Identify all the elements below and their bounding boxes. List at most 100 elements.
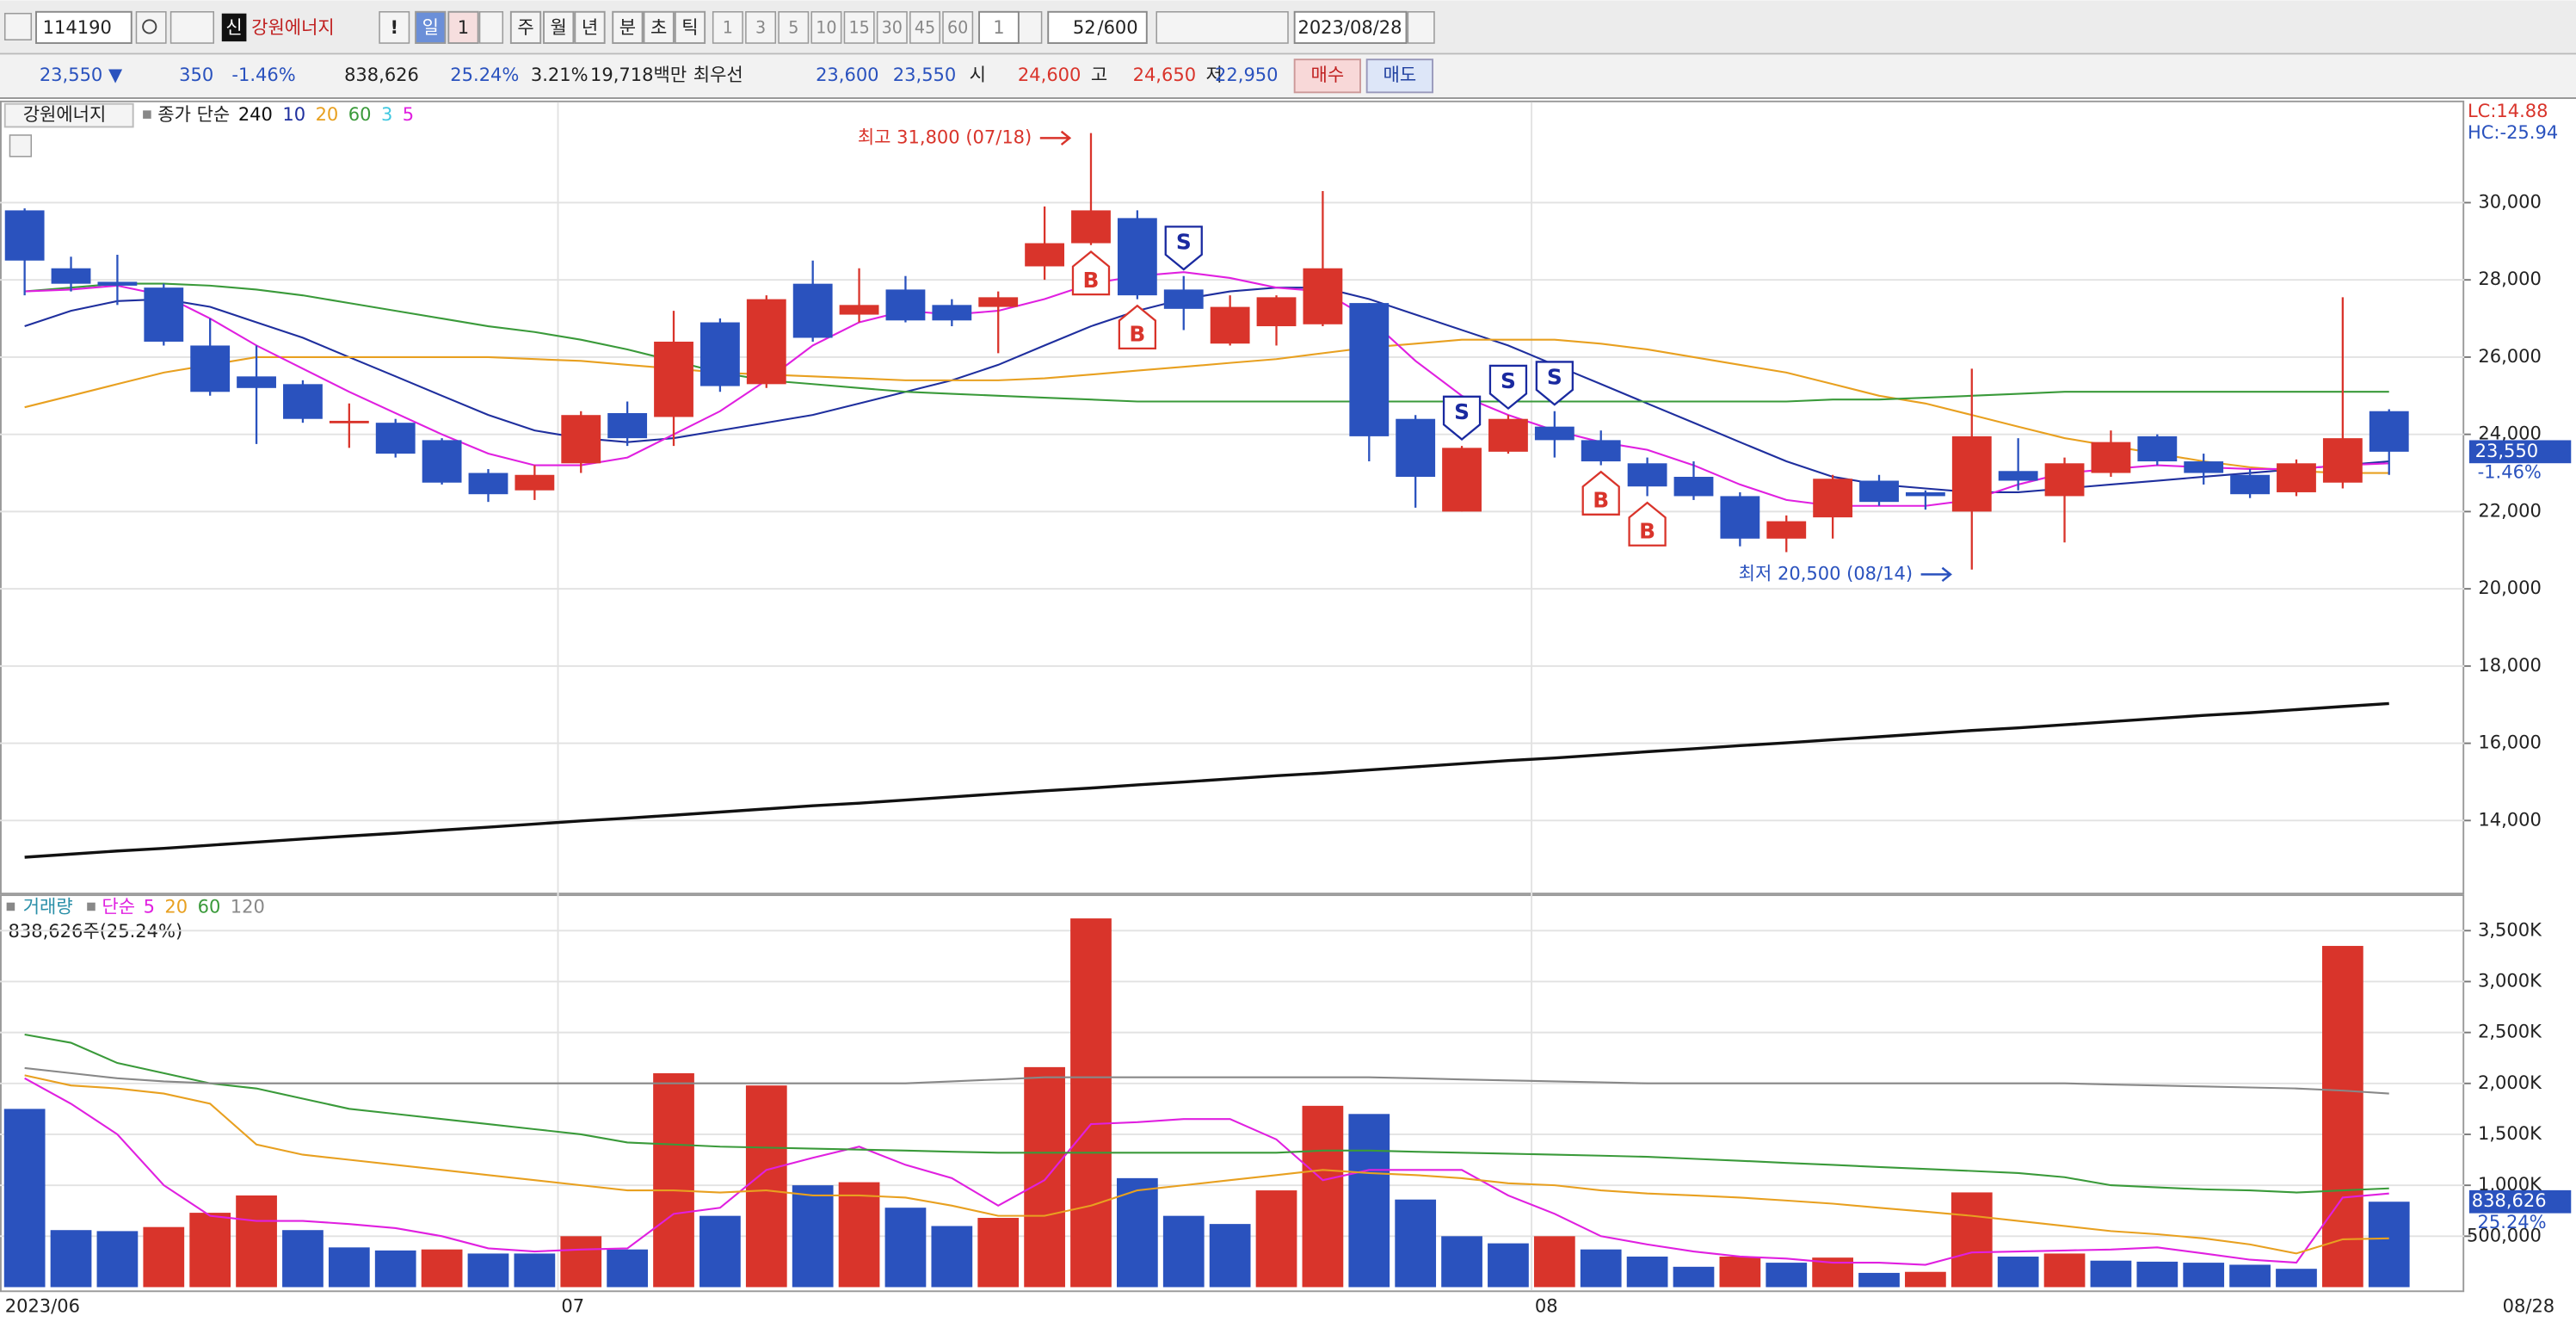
signal-marker: B bbox=[1628, 501, 1667, 547]
unit-input[interactable] bbox=[978, 10, 1020, 45]
interval-button[interactable] bbox=[909, 11, 940, 44]
sound-button[interactable] bbox=[169, 11, 214, 44]
candle-body bbox=[561, 415, 601, 464]
period-button[interactable] bbox=[574, 10, 606, 45]
tool-icons[interactable] bbox=[1156, 11, 1289, 44]
volume-bar bbox=[2321, 946, 2363, 1288]
date-input[interactable] bbox=[1293, 10, 1408, 45]
interval-button[interactable] bbox=[745, 11, 777, 44]
volume-bar bbox=[1162, 1215, 1205, 1288]
alert-button[interactable] bbox=[379, 11, 410, 44]
interval-button[interactable] bbox=[712, 11, 743, 44]
interval-button[interactable] bbox=[843, 11, 875, 44]
candle-body bbox=[1905, 491, 1945, 497]
signal-text: B bbox=[1639, 518, 1655, 543]
candle-body bbox=[1442, 448, 1482, 512]
volume-bar bbox=[1673, 1266, 1715, 1288]
candle-body bbox=[2322, 438, 2363, 483]
volume-bar bbox=[1766, 1263, 1808, 1288]
table-button[interactable] bbox=[9, 134, 33, 158]
price-pane bbox=[0, 100, 2465, 895]
candle-body bbox=[1720, 496, 1760, 539]
candle-body bbox=[1534, 426, 1575, 441]
interval-text: 15 bbox=[848, 17, 869, 37]
candle-body bbox=[283, 384, 323, 419]
signal-shape bbox=[1118, 304, 1157, 350]
volume-bar bbox=[374, 1250, 416, 1288]
interval-button[interactable] bbox=[810, 11, 842, 44]
candle-body bbox=[607, 412, 648, 439]
interval-button[interactable] bbox=[778, 11, 810, 44]
candle-body bbox=[51, 268, 91, 284]
credit-badge bbox=[221, 13, 247, 42]
volume-bar bbox=[2090, 1260, 2132, 1288]
code-input[interactable] bbox=[35, 10, 132, 45]
menu-button[interactable] bbox=[3, 12, 33, 40]
count-text: 52 bbox=[1073, 17, 1096, 38]
date-text: 2023/08/28 bbox=[1297, 17, 1402, 38]
legend-entry: 20 bbox=[316, 104, 339, 125]
volume-bar bbox=[1858, 1272, 1900, 1288]
candle-body bbox=[1163, 289, 1204, 309]
candle-body bbox=[746, 299, 786, 385]
signal-shape bbox=[1164, 225, 1203, 271]
period-button[interactable] bbox=[447, 10, 479, 45]
volume-bar bbox=[1626, 1256, 1668, 1288]
last-price-box bbox=[2468, 440, 2572, 464]
candle-body bbox=[1673, 477, 1714, 497]
candle-body bbox=[1025, 243, 1065, 267]
period-text: 틱 bbox=[681, 17, 698, 38]
candle-body bbox=[1303, 268, 1343, 324]
volume-bar bbox=[467, 1253, 509, 1288]
volume-bar bbox=[282, 1230, 324, 1288]
volume-bar bbox=[1024, 1066, 1065, 1288]
candle-body bbox=[1210, 306, 1250, 344]
candle-body bbox=[468, 473, 508, 495]
signal-shape bbox=[1488, 364, 1528, 411]
volume-title: 거래량 bbox=[23, 896, 73, 917]
candle-body bbox=[1256, 297, 1297, 327]
interval-button[interactable] bbox=[876, 11, 908, 44]
volume-bar bbox=[514, 1253, 556, 1288]
candle-body bbox=[515, 474, 555, 491]
ma-line bbox=[24, 1077, 2389, 1266]
buy-button[interactable] bbox=[1293, 59, 1361, 94]
sell-text: 매도 bbox=[1384, 65, 1417, 85]
legend-icon bbox=[87, 902, 96, 911]
unit-dropdown[interactable] bbox=[1018, 11, 1043, 44]
open: 24,600 bbox=[1018, 65, 1081, 85]
volume-bar bbox=[2229, 1264, 2271, 1288]
candle-body bbox=[1396, 418, 1436, 478]
volume-bar bbox=[607, 1249, 649, 1288]
candle-body bbox=[2091, 442, 2131, 473]
period-button[interactable] bbox=[509, 10, 542, 45]
volume-bar bbox=[2043, 1253, 2086, 1288]
period-button[interactable] bbox=[612, 10, 644, 45]
period-button[interactable] bbox=[543, 10, 575, 45]
period-button[interactable] bbox=[674, 10, 706, 45]
period-text: 일 bbox=[422, 17, 439, 38]
volume-bar bbox=[1719, 1256, 1761, 1288]
candle-body bbox=[2184, 461, 2224, 473]
signal-shape bbox=[1581, 470, 1620, 516]
period-dropdown[interactable] bbox=[478, 11, 504, 44]
interval-button[interactable] bbox=[942, 11, 974, 44]
period-button[interactable] bbox=[415, 10, 447, 45]
y-tick-label: 30,000 bbox=[2478, 191, 2541, 212]
period-button[interactable] bbox=[643, 10, 675, 45]
ma-line bbox=[24, 338, 2389, 474]
legend-icon bbox=[143, 110, 151, 119]
signal-marker: S bbox=[1442, 395, 1482, 441]
candle-body bbox=[97, 281, 138, 286]
y-tick-label: 2,500K bbox=[2478, 1022, 2542, 1042]
calendar-button[interactable] bbox=[1407, 11, 1435, 44]
count-input[interactable] bbox=[1047, 10, 1148, 45]
signal-marker: S bbox=[1164, 225, 1203, 271]
signal-shape bbox=[1442, 395, 1482, 441]
candle-body bbox=[792, 283, 833, 338]
search-button[interactable] bbox=[135, 11, 167, 44]
sell-button[interactable] bbox=[1365, 59, 1433, 94]
quote-bar: 23,550 ▼ 350 -1.46% 838,626 25.24% 3.21%… bbox=[40, 59, 1433, 94]
volume-bar bbox=[1209, 1224, 1251, 1288]
